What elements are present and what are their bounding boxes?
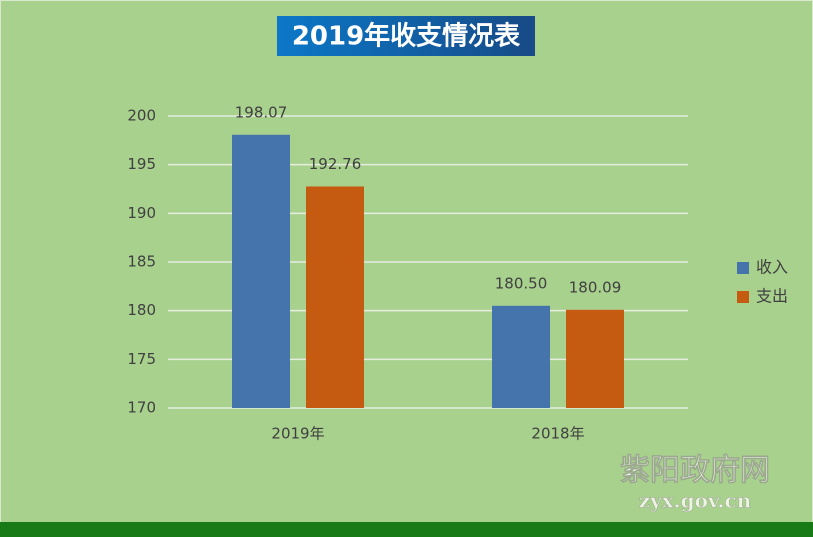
bar (232, 134, 290, 408)
x-tick-label: 2018年 (531, 425, 584, 443)
y-tick-label: 170 (127, 399, 156, 417)
value-label: 198.07 (235, 103, 288, 121)
chart-title: 2019年收支情况表 (292, 21, 521, 52)
legend-swatch (737, 291, 749, 303)
legend-label: 支出 (756, 287, 788, 306)
y-tick-label: 195 (127, 155, 156, 173)
value-label: 180.50 (495, 274, 548, 292)
y-tick-label: 185 (127, 253, 156, 271)
watermark-url: zyx.gov.cn (639, 489, 752, 513)
title-box (277, 16, 535, 56)
x-tick-label: 2019年 (271, 425, 324, 443)
value-label: 180.09 (569, 278, 622, 296)
y-tick-label: 180 (127, 301, 156, 319)
legend-label: 收入 (756, 258, 788, 277)
bar (306, 186, 364, 408)
y-tick-label: 200 (127, 107, 156, 125)
bar (566, 309, 624, 408)
footer-strip (0, 522, 813, 537)
bar (492, 305, 550, 408)
y-tick-label: 190 (127, 204, 156, 222)
watermark-name: 紫阳政府网 (620, 453, 770, 488)
y-tick-label: 175 (127, 350, 156, 368)
legend-swatch (737, 262, 749, 274)
value-label: 192.76 (309, 155, 362, 173)
